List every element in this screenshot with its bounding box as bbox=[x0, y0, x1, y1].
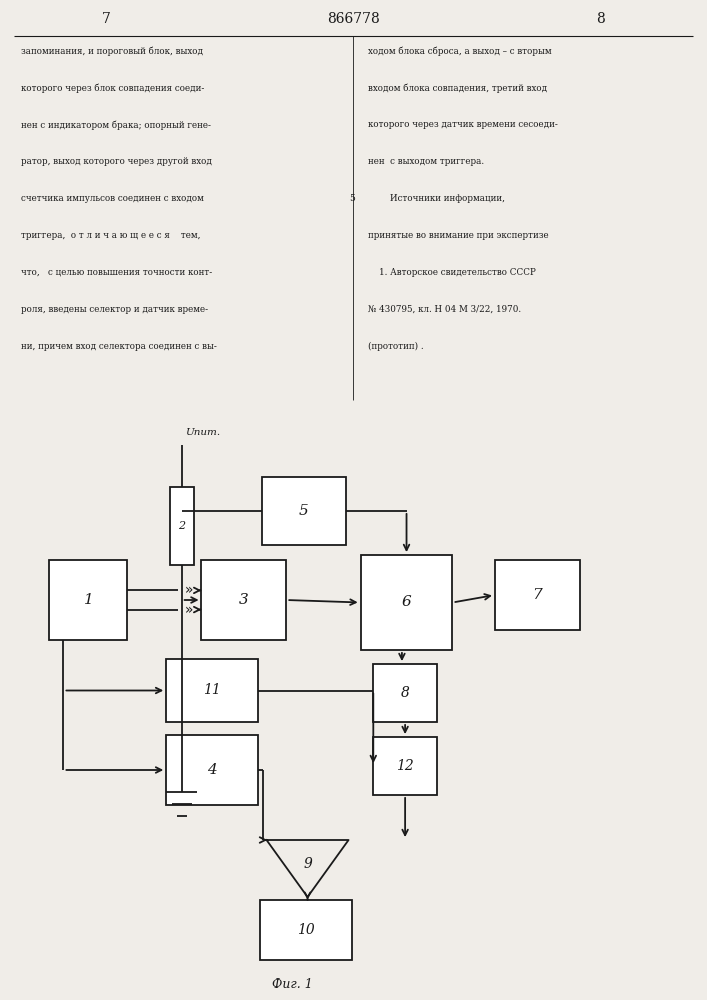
Text: »: » bbox=[185, 583, 194, 597]
Text: ратор, выход которого через другой вход: ратор, выход которого через другой вход bbox=[21, 157, 212, 166]
Text: 2: 2 bbox=[178, 521, 185, 531]
Text: 11: 11 bbox=[203, 684, 221, 698]
Text: нен  с выходом триггера.: нен с выходом триггера. bbox=[368, 157, 484, 166]
Text: 9: 9 bbox=[303, 857, 312, 871]
Text: 1: 1 bbox=[83, 593, 93, 607]
FancyBboxPatch shape bbox=[262, 477, 346, 545]
Text: что,   с целью повышения точности конт-: что, с целью повышения точности конт- bbox=[21, 268, 213, 277]
Text: входом блока совпадения, третий вход: входом блока совпадения, третий вход bbox=[368, 83, 547, 93]
Text: 7: 7 bbox=[532, 588, 542, 602]
Text: № 430795, кл. Н 04 М 3/22, 1970.: № 430795, кл. Н 04 М 3/22, 1970. bbox=[368, 305, 521, 314]
FancyBboxPatch shape bbox=[170, 487, 194, 565]
FancyBboxPatch shape bbox=[166, 735, 258, 805]
FancyBboxPatch shape bbox=[361, 555, 452, 650]
Text: нен с индикатором брака; опорный гене-: нен с индикатором брака; опорный гене- bbox=[21, 120, 211, 129]
Text: счетчика импульсов соединен с входом: счетчика импульсов соединен с входом bbox=[21, 194, 204, 203]
Text: роля, введены селектор и датчик време-: роля, введены селектор и датчик време- bbox=[21, 305, 209, 314]
Text: 1. Авторское свидетельство СССР: 1. Авторское свидетельство СССР bbox=[368, 268, 535, 277]
Text: 3: 3 bbox=[239, 593, 249, 607]
Text: которого через датчик времени сесоеди-: которого через датчик времени сесоеди- bbox=[368, 120, 558, 129]
FancyBboxPatch shape bbox=[49, 560, 127, 640]
Text: 5: 5 bbox=[299, 504, 309, 518]
FancyBboxPatch shape bbox=[166, 659, 258, 722]
Text: Uпит.: Uпит. bbox=[185, 428, 221, 437]
Text: 10: 10 bbox=[297, 923, 315, 937]
Text: (прототип) .: (прототип) . bbox=[368, 342, 423, 351]
Text: 8: 8 bbox=[597, 12, 605, 26]
Text: 5: 5 bbox=[349, 194, 355, 203]
Text: запоминания, и пороговый блок, выход: запоминания, и пороговый блок, выход bbox=[21, 46, 203, 55]
Text: 12: 12 bbox=[396, 759, 414, 773]
Text: ни, причем вход селектора соединен с вы-: ни, причем вход селектора соединен с вы- bbox=[21, 342, 217, 351]
FancyBboxPatch shape bbox=[373, 737, 437, 795]
FancyBboxPatch shape bbox=[373, 664, 437, 722]
Text: 7: 7 bbox=[102, 12, 110, 26]
Text: триггера,  о т л и ч а ю щ е е с я    тем,: триггера, о т л и ч а ю щ е е с я тем, bbox=[21, 231, 201, 240]
Text: 866778: 866778 bbox=[327, 12, 380, 26]
Text: Фиг. 1: Фиг. 1 bbox=[271, 978, 312, 991]
FancyBboxPatch shape bbox=[495, 560, 580, 630]
FancyBboxPatch shape bbox=[260, 900, 352, 960]
Text: »: » bbox=[185, 603, 194, 617]
Text: 4: 4 bbox=[207, 763, 217, 777]
Text: принятые во внимание при экспертизе: принятые во внимание при экспертизе bbox=[368, 231, 548, 240]
FancyBboxPatch shape bbox=[201, 560, 286, 640]
Text: 6: 6 bbox=[402, 596, 411, 610]
Text: которого через блок совпадения соеди-: которого через блок совпадения соеди- bbox=[21, 83, 204, 93]
Text: ходом блока сброса, а выход – с вторым: ходом блока сброса, а выход – с вторым bbox=[368, 46, 551, 55]
Text: Источники информации,: Источники информации, bbox=[368, 194, 505, 203]
Text: 8: 8 bbox=[401, 686, 409, 700]
